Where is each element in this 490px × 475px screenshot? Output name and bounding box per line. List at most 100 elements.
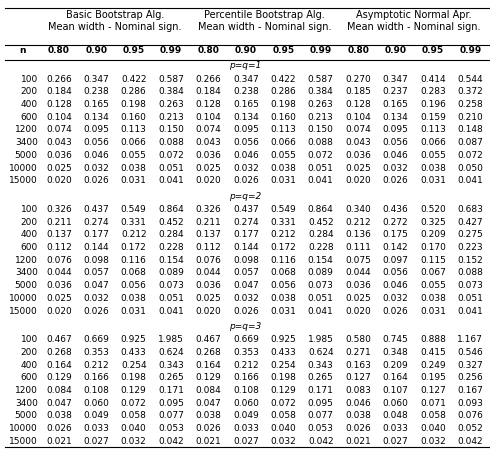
Text: 0.043: 0.043 [345, 138, 371, 147]
Text: 0.165: 0.165 [233, 100, 259, 109]
Text: 0.088: 0.088 [308, 138, 334, 147]
Text: 0.228: 0.228 [158, 243, 184, 252]
Text: 0.056: 0.056 [121, 281, 147, 290]
Text: 0.058: 0.058 [121, 411, 147, 420]
Text: 0.038: 0.038 [270, 294, 296, 303]
Text: 0.041: 0.041 [158, 307, 184, 316]
Text: 0.076: 0.076 [196, 256, 221, 265]
Text: 0.256: 0.256 [458, 373, 483, 382]
Text: 0.587: 0.587 [308, 75, 334, 84]
Text: 0.026: 0.026 [383, 307, 408, 316]
Text: 10000: 10000 [9, 164, 38, 173]
Text: 0.263: 0.263 [308, 100, 334, 109]
Text: 600: 600 [21, 243, 38, 252]
Text: 600: 600 [21, 373, 38, 382]
Text: 0.042: 0.042 [158, 437, 184, 446]
Text: 0.047: 0.047 [196, 399, 221, 408]
Text: 0.052: 0.052 [458, 424, 483, 433]
Text: 3400: 3400 [15, 268, 38, 277]
Text: 0.437: 0.437 [83, 205, 109, 214]
Text: 100: 100 [21, 205, 38, 214]
Text: 0.051: 0.051 [308, 164, 334, 173]
Text: 0.053: 0.053 [308, 424, 334, 433]
Text: p=q=3: p=q=3 [229, 322, 261, 331]
Text: 0.343: 0.343 [158, 361, 184, 370]
Text: 0.198: 0.198 [121, 100, 147, 109]
Text: 0.433: 0.433 [121, 348, 147, 357]
Text: 0.925: 0.925 [270, 335, 296, 344]
Text: 0.040: 0.040 [121, 424, 147, 433]
Text: 0.325: 0.325 [420, 218, 446, 227]
Text: 0.212: 0.212 [345, 218, 371, 227]
Text: 0.353: 0.353 [83, 348, 109, 357]
Text: 0.164: 0.164 [46, 361, 72, 370]
Text: 0.163: 0.163 [345, 361, 371, 370]
Text: 0.544: 0.544 [458, 75, 483, 84]
Text: 0.072: 0.072 [458, 151, 483, 160]
Text: 0.113: 0.113 [420, 125, 446, 134]
Text: 5000: 5000 [15, 151, 38, 160]
Text: 0.072: 0.072 [121, 399, 147, 408]
Text: 0.055: 0.055 [420, 151, 446, 160]
Text: 0.031: 0.031 [121, 176, 147, 185]
Text: 0.196: 0.196 [420, 100, 446, 109]
Text: 0.433: 0.433 [270, 348, 296, 357]
Text: 0.160: 0.160 [270, 113, 296, 122]
Text: 0.925: 0.925 [121, 335, 147, 344]
Text: 0.104: 0.104 [196, 113, 221, 122]
Text: 0.025: 0.025 [46, 294, 72, 303]
Text: 0.043: 0.043 [196, 138, 221, 147]
Text: 0.033: 0.033 [83, 424, 109, 433]
Text: 0.272: 0.272 [383, 218, 408, 227]
Text: 0.384: 0.384 [308, 87, 334, 96]
Text: 15000: 15000 [9, 176, 38, 185]
Text: p=q=2: p=q=2 [229, 191, 261, 200]
Text: 0.165: 0.165 [383, 100, 409, 109]
Text: 0.198: 0.198 [270, 373, 296, 382]
Text: 0.026: 0.026 [83, 176, 109, 185]
Text: 0.038: 0.038 [420, 164, 446, 173]
Text: 0.113: 0.113 [270, 125, 296, 134]
Text: 0.066: 0.066 [270, 138, 296, 147]
Text: 1.985: 1.985 [308, 335, 334, 344]
Text: 0.036: 0.036 [46, 281, 72, 290]
Text: 0.042: 0.042 [458, 437, 483, 446]
Text: 0.549: 0.549 [121, 205, 147, 214]
Text: 0.185: 0.185 [345, 87, 371, 96]
Text: 0.171: 0.171 [308, 386, 334, 395]
Text: 0.041: 0.041 [458, 307, 483, 316]
Text: 0.032: 0.032 [383, 294, 408, 303]
Text: 0.038: 0.038 [46, 411, 72, 420]
Text: 0.072: 0.072 [308, 151, 334, 160]
Text: 0.150: 0.150 [308, 125, 334, 134]
Text: 0.098: 0.098 [233, 256, 259, 265]
Text: 0.422: 0.422 [121, 75, 147, 84]
Text: 0.437: 0.437 [233, 205, 259, 214]
Text: 0.057: 0.057 [83, 268, 109, 277]
Text: 5000: 5000 [15, 281, 38, 290]
Text: 0.095: 0.095 [308, 399, 334, 408]
Text: 0.167: 0.167 [457, 386, 483, 395]
Text: 0.032: 0.032 [83, 164, 109, 173]
Text: 0.154: 0.154 [308, 256, 334, 265]
Text: 0.384: 0.384 [158, 87, 184, 96]
Text: 0.172: 0.172 [121, 243, 147, 252]
Text: 0.164: 0.164 [196, 361, 221, 370]
Text: 0.112: 0.112 [46, 243, 72, 252]
Text: 0.213: 0.213 [158, 113, 184, 122]
Text: 0.137: 0.137 [46, 230, 72, 239]
Text: 0.032: 0.032 [83, 294, 109, 303]
Text: 400: 400 [21, 100, 38, 109]
Text: 0.198: 0.198 [270, 100, 296, 109]
Text: 0.020: 0.020 [196, 176, 221, 185]
Text: 0.031: 0.031 [121, 307, 147, 316]
Text: 0.073: 0.073 [457, 281, 483, 290]
Text: 0.046: 0.046 [345, 399, 371, 408]
Text: 5000: 5000 [15, 411, 38, 420]
Text: 0.90: 0.90 [235, 46, 257, 55]
Text: 0.033: 0.033 [383, 424, 409, 433]
Text: 0.026: 0.026 [345, 424, 371, 433]
Text: 0.580: 0.580 [345, 335, 371, 344]
Text: 0.077: 0.077 [308, 411, 334, 420]
Text: 0.134: 0.134 [233, 113, 259, 122]
